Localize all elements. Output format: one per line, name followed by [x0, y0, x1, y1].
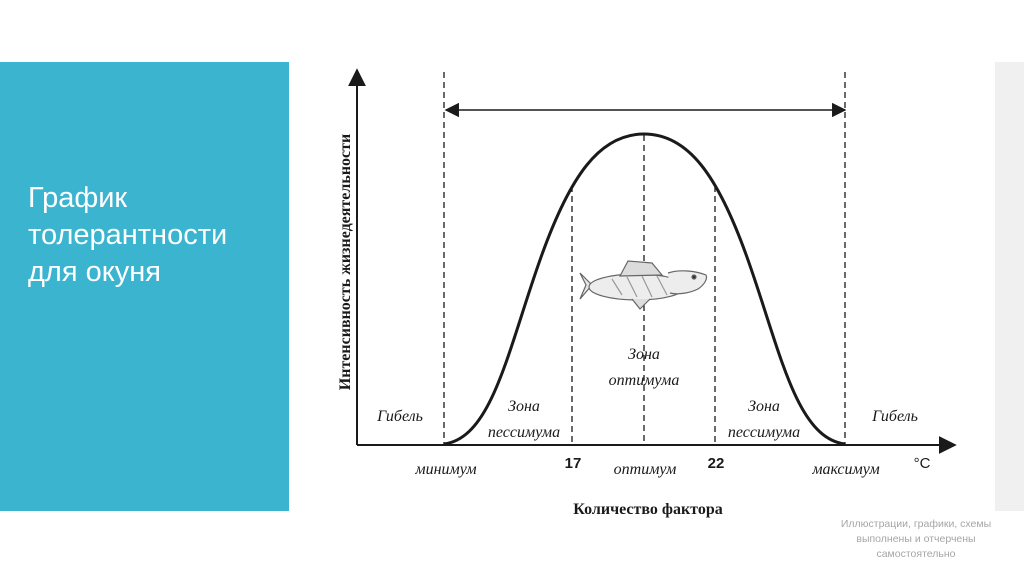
- left-pessimum-label-line2: пессимума: [488, 424, 560, 441]
- x-axis-label: Количество фактора: [573, 501, 722, 518]
- title-line-2: толерантности: [28, 219, 228, 251]
- authorship-note: Иллюстрации, графики, схемы выполнены и …: [818, 517, 1014, 562]
- title-line-1: График: [28, 182, 128, 214]
- tick-minimum: минимум: [414, 461, 476, 478]
- tick-17: 17: [565, 455, 582, 472]
- right-death-label: Гибель: [871, 408, 918, 425]
- note-line-2: выполнены и отчерчены: [856, 533, 976, 545]
- title-line-3: для окуня: [28, 256, 161, 288]
- optimum-zone-label-line1: Зона: [628, 346, 660, 363]
- tick-22: 22: [708, 455, 725, 472]
- note-line-3: самостоятельно: [876, 548, 956, 560]
- right-edge-strip: [995, 62, 1024, 511]
- tick-optimum: оптимум: [614, 461, 677, 478]
- left-pessimum-label-line1: Зона: [508, 398, 540, 415]
- optimum-zone-label-line2: оптимума: [609, 372, 680, 389]
- note-line-1: Иллюстрации, графики, схемы: [840, 518, 992, 530]
- y-axis-label: Интенсивность жизнедеятельности: [337, 134, 354, 390]
- title-panel: [0, 62, 289, 511]
- right-pessimum-label-line1: Зона: [748, 398, 780, 415]
- right-pessimum-label-line2: пессимума: [728, 424, 800, 441]
- tick-maximum: максимум: [811, 461, 879, 478]
- slide-title: График толерантности для окуня: [28, 180, 278, 291]
- perch-fish-icon: [579, 260, 708, 310]
- unit-label: °С: [914, 455, 931, 472]
- left-death-label: Гибель: [376, 408, 423, 425]
- tolerance-curve: [443, 132, 846, 446]
